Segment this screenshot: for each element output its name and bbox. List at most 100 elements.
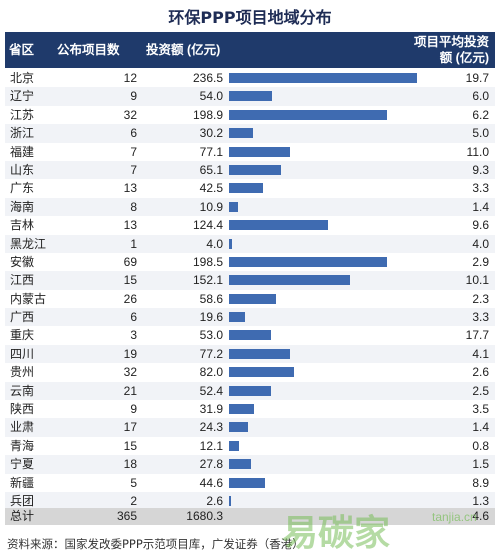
table-row: 江苏 32 198.9 6.2 [5,106,495,124]
table-row: 海南 8 10.9 1.4 [5,197,495,217]
investment-bar [229,256,387,267]
investment-value: 44.6 [199,475,223,490]
total-row: 总计 365 1680.3 4.6 [5,508,495,525]
province-label: 江苏 [10,107,35,122]
average-investment: 19.7 [465,71,489,85]
investment-bar [229,238,233,249]
project-count: 7 [130,144,137,159]
investment-value: 58.6 [199,291,223,306]
investment-bar [229,330,272,341]
project-count: 9 [130,402,137,417]
investment-value: 54.0 [199,89,223,104]
project-count: 69 [123,254,137,269]
investment-value: 2.6 [206,493,223,508]
project-count: 2 [130,493,137,508]
project-count: 5 [130,475,137,490]
table-row: 山东 7 65.1 9.3 [5,160,495,180]
table-row: 重庆 3 53.0 17.7 [5,326,495,344]
investment-bar [229,422,249,433]
investment-bar [229,367,295,378]
project-count: 1 [130,236,137,251]
table-row: 宁夏 18 27.8 1.5 [5,455,495,474]
header-investment: 投资额 (亿元) [146,43,221,57]
average-investment: 17.7 [465,328,489,343]
investment-bar [229,459,252,470]
header-average-investment: 项目平均投资额 (亿元) [413,35,489,65]
average-investment: 3.3 [472,310,489,325]
table-row: 福建 7 77.1 11.0 [5,143,495,161]
investment-value: 42.5 [199,181,223,196]
average-investment: 4.0 [472,236,489,251]
province-label: 江西 [10,273,35,288]
project-count: 17 [123,420,137,435]
province-label: 陕西 [10,402,35,417]
investment-value: 198.9 [192,107,223,122]
average-investment: 5.0 [472,126,489,141]
table-header: 省区 公布项目数 投资额 (亿元) 项目平均投资额 (亿元) [5,32,495,68]
average-investment: 2.5 [472,383,489,398]
province-label: 浙江 [10,126,35,141]
total-average: 4.6 [472,509,489,523]
investment-bar [229,385,271,396]
average-investment: 3.3 [472,181,489,196]
project-count: 21 [123,383,137,398]
investment-bar [229,183,263,194]
project-count: 6 [130,310,137,325]
project-count: 12 [123,71,137,85]
table-row: 业肃 17 24.3 1.4 [5,418,495,437]
province-label: 辽宁 [10,89,35,104]
project-count: 32 [123,365,137,380]
table-row: 内蒙古 26 58.6 2.3 [5,290,495,308]
province-label: 业肃 [10,420,35,435]
table-row: 贵州 32 82.0 2.6 [5,363,495,381]
project-count: 8 [130,199,137,214]
province-label: 贵州 [10,365,35,380]
province-label: 山东 [10,162,35,177]
investment-value: 30.2 [199,126,223,141]
investment-bar [229,73,417,83]
investment-bar [229,293,276,304]
investment-bar [229,164,281,175]
average-investment: 9.3 [472,162,489,177]
average-investment: 3.5 [472,402,489,417]
province-label: 内蒙古 [10,291,47,306]
project-count: 6 [130,126,137,141]
table-row: 浙江 6 30.2 5.0 [5,124,495,143]
table-row: 辽宁 9 54.0 6.0 [5,87,495,106]
investment-bar [229,495,232,506]
investment-bar [229,220,328,231]
province-label: 新疆 [10,475,35,490]
investment-value: 4.0 [206,236,223,251]
investment-value: 77.2 [199,346,223,361]
province-label: 宁夏 [10,457,35,472]
table-row: 北京 12 236.5 19.7 [5,69,495,87]
table-row: 吉林 13 124.4 9.6 [5,216,495,234]
table-row: 新疆 5 44.6 8.9 [5,474,495,492]
total-label: 总计 [10,509,35,523]
investment-value: 52.4 [199,383,223,398]
province-label: 广东 [10,181,35,196]
province-label: 吉林 [10,218,35,233]
table-row: 广西 6 19.6 3.3 [5,308,495,327]
province-label: 北京 [10,71,35,85]
table-row: 四川 19 77.2 4.1 [5,344,495,364]
table-row: 青海 15 12.1 0.8 [5,437,495,455]
table-row: 兵团 2 2.6 1.3 [5,491,495,511]
average-investment: 6.0 [472,89,489,104]
province-label: 安徽 [10,254,35,269]
average-investment: 0.8 [472,438,489,453]
investment-bar [229,312,245,323]
table-row: 广东 13 42.5 3.3 [5,179,495,197]
investment-bar [229,109,388,120]
investment-bar [229,146,291,157]
header-project-count: 公布项目数 [57,43,120,57]
investment-value: 82.0 [199,365,223,380]
investment-value: 152.1 [192,273,223,288]
average-investment: 9.6 [472,218,489,233]
province-label: 四川 [10,346,35,361]
average-investment: 1.4 [472,420,489,435]
average-investment: 6.2 [472,107,489,122]
investment-bar [229,128,253,139]
investment-value: 77.1 [199,144,223,159]
total-count: 365 [116,509,137,523]
